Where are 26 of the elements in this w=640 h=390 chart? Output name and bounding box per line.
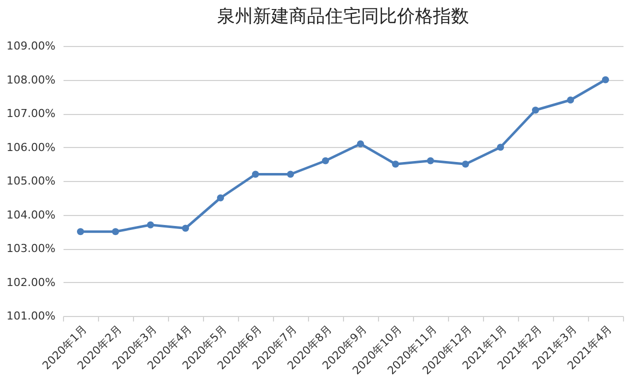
point xyxy=(532,106,540,114)
point xyxy=(566,96,574,104)
point xyxy=(426,157,434,164)
point xyxy=(496,144,504,151)
point xyxy=(182,224,190,232)
y-tick-label: 103.00% xyxy=(6,242,56,255)
point xyxy=(112,228,120,236)
point xyxy=(76,228,84,236)
point xyxy=(602,76,610,84)
point xyxy=(286,170,294,178)
point xyxy=(322,157,330,164)
point xyxy=(392,160,400,168)
point xyxy=(146,221,154,228)
y-tick-label: 101.00% xyxy=(6,310,56,322)
y-tick-label: 106.00% xyxy=(6,140,56,154)
y-tick-label: 109.00% xyxy=(6,40,56,52)
point xyxy=(252,170,260,178)
point xyxy=(216,194,224,202)
y-tick-label: 105.00% xyxy=(6,174,56,188)
y-tick-label: 102.00% xyxy=(6,276,56,289)
y-tick-label: 108.00% xyxy=(6,73,56,86)
point xyxy=(356,140,364,148)
y-tick-label: 107.00% xyxy=(6,107,56,120)
point xyxy=(462,160,470,168)
y-tick-label: 104.00% xyxy=(6,208,56,222)
chart-title: 泉州新建商品住宅同比价格指数 xyxy=(217,6,469,27)
